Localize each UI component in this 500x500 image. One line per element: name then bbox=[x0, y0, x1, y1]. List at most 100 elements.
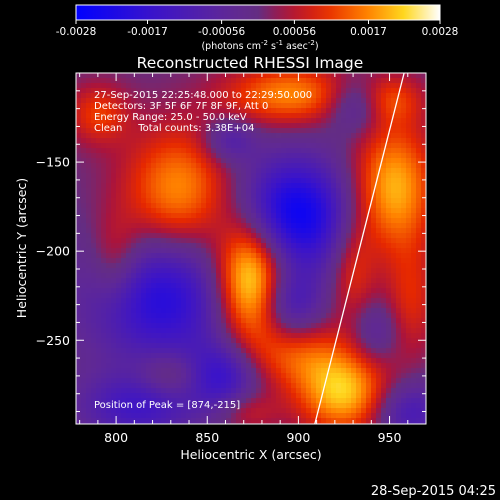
heatmap-cell bbox=[311, 118, 317, 124]
heatmap-cell bbox=[356, 218, 362, 224]
heatmap-cell bbox=[241, 233, 247, 239]
heatmap-cell bbox=[271, 223, 277, 229]
heatmap-cell bbox=[271, 293, 277, 299]
heatmap-cell bbox=[76, 343, 82, 349]
heatmap-cell bbox=[206, 158, 212, 164]
heatmap-cell bbox=[216, 248, 222, 254]
heatmap-cell bbox=[236, 363, 242, 369]
heatmap-cell bbox=[271, 98, 277, 104]
heatmap-cell bbox=[316, 88, 322, 94]
heatmap-cell bbox=[301, 213, 307, 219]
heatmap-cell bbox=[146, 103, 152, 109]
heatmap-cell bbox=[191, 293, 197, 299]
heatmap-cell bbox=[106, 173, 112, 179]
heatmap-cell bbox=[196, 158, 202, 164]
heatmap-cell bbox=[231, 173, 237, 179]
heatmap-cell bbox=[421, 188, 426, 194]
heatmap-cell bbox=[336, 178, 342, 184]
heatmap-cell bbox=[176, 288, 182, 294]
heatmap-cell bbox=[101, 168, 107, 174]
heatmap-cell bbox=[336, 203, 342, 209]
heatmap-cell bbox=[401, 168, 407, 174]
heatmap-cell bbox=[206, 313, 212, 319]
heatmap-cell bbox=[181, 328, 187, 334]
heatmap-cell bbox=[136, 128, 142, 134]
heatmap-cell bbox=[271, 118, 277, 124]
heatmap-cell bbox=[301, 168, 307, 174]
heatmap-cell bbox=[126, 168, 132, 174]
heatmap-cell bbox=[281, 153, 287, 159]
heatmap-cell bbox=[411, 323, 417, 329]
heatmap-cell bbox=[421, 388, 426, 394]
heatmap-cell bbox=[311, 278, 317, 284]
heatmap-cell bbox=[81, 188, 87, 194]
heatmap-cell bbox=[146, 353, 152, 359]
heatmap-cell bbox=[296, 313, 302, 319]
heatmap-cell bbox=[401, 378, 407, 384]
heatmap-cell bbox=[286, 383, 292, 389]
heatmap-cell bbox=[131, 383, 137, 389]
heatmap-cell bbox=[266, 213, 272, 219]
heatmap-cell bbox=[196, 413, 202, 419]
heatmap-cell bbox=[351, 143, 357, 149]
heatmap-cell bbox=[76, 353, 82, 359]
heatmap-cell bbox=[406, 183, 412, 189]
heatmap-cell bbox=[296, 298, 302, 304]
heatmap-cell bbox=[201, 383, 207, 389]
heatmap-cell bbox=[276, 288, 282, 294]
heatmap-cell bbox=[406, 263, 412, 269]
heatmap-cell bbox=[396, 388, 402, 394]
heatmap-cell bbox=[226, 253, 232, 259]
heatmap-cell bbox=[341, 188, 347, 194]
heatmap-cell bbox=[91, 268, 97, 274]
heatmap-cell bbox=[196, 273, 202, 279]
heatmap-cell bbox=[111, 368, 117, 374]
heatmap-cell bbox=[316, 358, 322, 364]
heatmap-cell bbox=[201, 203, 207, 209]
heatmap-cell bbox=[301, 113, 307, 119]
heatmap-cell bbox=[136, 183, 142, 189]
heatmap-cell bbox=[281, 113, 287, 119]
heatmap-cell bbox=[111, 323, 117, 329]
heatmap-cell bbox=[176, 303, 182, 309]
heatmap-cell bbox=[361, 133, 367, 139]
heatmap-cell bbox=[306, 158, 312, 164]
heatmap-cell bbox=[216, 208, 222, 214]
heatmap-cell bbox=[321, 293, 327, 299]
heatmap-cell bbox=[371, 173, 377, 179]
heatmap-cell bbox=[161, 288, 167, 294]
heatmap-cell bbox=[381, 293, 387, 299]
heatmap-cell bbox=[351, 198, 357, 204]
heatmap-cell bbox=[191, 233, 197, 239]
heatmap-cell bbox=[326, 288, 332, 294]
heatmap-cell bbox=[416, 363, 422, 369]
heatmap-cell bbox=[326, 328, 332, 334]
heatmap-cell bbox=[276, 98, 282, 104]
heatmap-cell bbox=[351, 88, 357, 94]
heatmap-cell bbox=[151, 328, 157, 334]
heatmap-cell bbox=[411, 283, 417, 289]
heatmap-cell bbox=[76, 258, 82, 264]
heatmap-cell bbox=[321, 303, 327, 309]
heatmap-cell bbox=[141, 163, 147, 169]
heatmap-cell bbox=[226, 148, 232, 154]
heatmap-cell bbox=[296, 128, 302, 134]
heatmap-cell bbox=[86, 328, 92, 334]
heatmap-cell bbox=[376, 163, 382, 169]
heatmap-cell bbox=[301, 313, 307, 319]
heatmap-cell bbox=[91, 243, 97, 249]
heatmap-cell bbox=[366, 228, 372, 234]
heatmap-cell bbox=[101, 333, 107, 339]
heatmap-cell bbox=[416, 403, 422, 409]
heatmap-cell bbox=[201, 398, 207, 404]
heatmap-cell bbox=[126, 213, 132, 219]
heatmap-cell bbox=[126, 368, 132, 374]
heatmap-cell bbox=[376, 413, 382, 419]
heatmap-cell bbox=[146, 178, 152, 184]
heatmap-cell bbox=[106, 408, 112, 414]
heatmap-cell bbox=[336, 193, 342, 199]
heatmap-cell bbox=[386, 183, 392, 189]
heatmap-cell bbox=[241, 98, 247, 104]
heatmap-cell bbox=[226, 98, 232, 104]
heatmap-cell bbox=[151, 263, 157, 269]
